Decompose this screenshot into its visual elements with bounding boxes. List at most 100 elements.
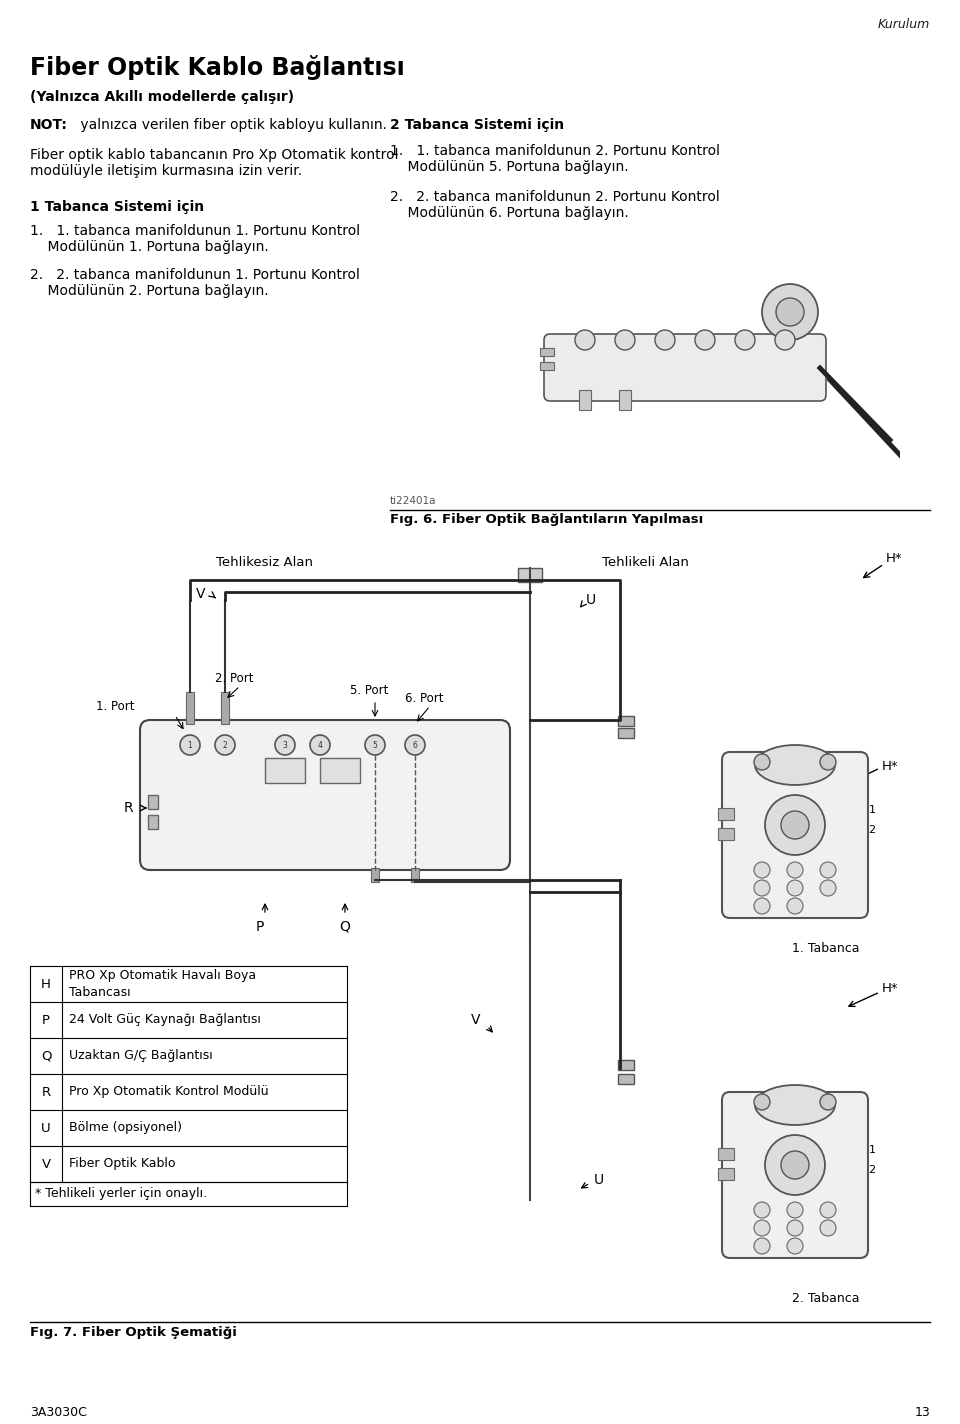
- Text: Q: Q: [340, 920, 350, 934]
- Bar: [320, 758, 360, 783]
- Text: 2.   2. tabanca manifoldunun 2. Portunu Kontrol: 2. 2. tabanca manifoldunun 2. Portunu Ko…: [390, 189, 720, 204]
- Text: 3A3030C: 3A3030C: [30, 1405, 86, 1418]
- Circle shape: [754, 1094, 770, 1109]
- Text: 1: 1: [187, 740, 192, 749]
- Text: Modülünün 2. Portuna bağlayın.: Modülünün 2. Portuna bağlayın.: [30, 283, 269, 298]
- Bar: [718, 1168, 734, 1180]
- Circle shape: [787, 1220, 803, 1236]
- Text: 1.   1. tabanca manifoldunun 1. Portunu Kontrol: 1. 1. tabanca manifoldunun 1. Portunu Ko…: [30, 224, 360, 238]
- Text: Modülünün 5. Portuna bağlayın.: Modülünün 5. Portuna bağlayın.: [390, 159, 629, 174]
- Circle shape: [776, 298, 804, 326]
- Text: 2: 2: [869, 1165, 876, 1175]
- Text: Tehlikeli Alan: Tehlikeli Alan: [602, 555, 688, 570]
- Circle shape: [765, 795, 825, 854]
- Bar: [540, 347, 554, 356]
- Text: 1: 1: [869, 805, 876, 815]
- Text: 4: 4: [318, 740, 323, 749]
- Text: U: U: [594, 1173, 604, 1188]
- Text: H*: H*: [882, 760, 899, 773]
- Text: R: R: [124, 800, 133, 815]
- Text: U: U: [586, 592, 596, 607]
- Bar: [221, 692, 229, 723]
- Bar: [518, 568, 542, 582]
- Text: 1: 1: [869, 1145, 876, 1155]
- Text: 2.   2. tabanca manifoldunun 1. Portunu Kontrol: 2. 2. tabanca manifoldunun 1. Portunu Ko…: [30, 268, 360, 282]
- Text: 1. Port: 1. Port: [97, 701, 135, 713]
- Bar: [718, 807, 734, 820]
- FancyBboxPatch shape: [140, 721, 510, 870]
- Circle shape: [275, 735, 295, 755]
- Circle shape: [615, 330, 635, 350]
- Text: 24 Volt Güç Kaynağı Bağlantısı: 24 Volt Güç Kaynağı Bağlantısı: [69, 1014, 261, 1027]
- Circle shape: [775, 330, 795, 350]
- Text: V: V: [41, 1158, 51, 1171]
- Circle shape: [820, 1094, 836, 1109]
- Text: R: R: [41, 1085, 51, 1098]
- Circle shape: [405, 735, 425, 755]
- Circle shape: [754, 1220, 770, 1236]
- Bar: [265, 758, 305, 783]
- Circle shape: [787, 862, 803, 879]
- Circle shape: [762, 283, 818, 340]
- Text: Fiber Optik Kablo: Fiber Optik Kablo: [69, 1158, 176, 1171]
- Text: (Yalnızca Akıllı modellerde çalışır): (Yalnızca Akıllı modellerde çalışır): [30, 90, 294, 104]
- Text: 6. Port: 6. Port: [405, 692, 444, 705]
- Text: Bölme (opsiyonel): Bölme (opsiyonel): [69, 1122, 182, 1135]
- Bar: [411, 869, 419, 881]
- Text: Fiber Optik Kablo Bağlantısı: Fiber Optik Kablo Bağlantısı: [30, 56, 405, 80]
- FancyBboxPatch shape: [722, 1092, 868, 1257]
- Text: PRO Xp Otomatik Havalı Boya
Tabancası: PRO Xp Otomatik Havalı Boya Tabancası: [69, 970, 256, 998]
- Circle shape: [754, 753, 770, 770]
- Circle shape: [787, 1237, 803, 1255]
- Bar: [618, 728, 634, 738]
- Text: 2: 2: [869, 824, 876, 834]
- Circle shape: [215, 735, 235, 755]
- FancyBboxPatch shape: [544, 335, 826, 402]
- Text: 2 Tabanca Sistemi için: 2 Tabanca Sistemi için: [390, 118, 564, 132]
- Bar: [579, 390, 591, 410]
- Ellipse shape: [755, 1085, 835, 1125]
- Text: 5: 5: [372, 740, 377, 749]
- Text: * Tehlikeli yerler için onaylı.: * Tehlikeli yerler için onaylı.: [35, 1188, 207, 1200]
- Text: U: U: [41, 1122, 51, 1135]
- Circle shape: [781, 1151, 809, 1179]
- Circle shape: [695, 330, 715, 350]
- Text: Pro Xp Otomatik Kontrol Modülü: Pro Xp Otomatik Kontrol Modülü: [69, 1085, 269, 1098]
- Circle shape: [754, 862, 770, 879]
- Text: Fıg. 7. Fiber Optik Şematiği: Fıg. 7. Fiber Optik Şematiği: [30, 1326, 237, 1339]
- Text: yalnızca verilen fiber optik kabloyu kullanın.: yalnızca verilen fiber optik kabloyu kul…: [76, 118, 387, 132]
- Circle shape: [365, 735, 385, 755]
- Bar: [618, 1074, 634, 1084]
- Text: Modülünün 6. Portuna bağlayın.: Modülünün 6. Portuna bağlayın.: [390, 206, 629, 219]
- Text: Fıg. 6. Fiber Optik Bağlantıların Yapılması: Fıg. 6. Fiber Optik Bağlantıların Yapılm…: [390, 513, 704, 525]
- Text: Q: Q: [40, 1049, 51, 1062]
- Bar: [619, 390, 631, 410]
- Circle shape: [754, 880, 770, 896]
- Circle shape: [754, 1237, 770, 1255]
- Text: Fiber optik kablo tabancanın Pro Xp Otomatik kontrol: Fiber optik kablo tabancanın Pro Xp Otom…: [30, 148, 398, 162]
- Bar: [718, 1148, 734, 1161]
- Circle shape: [754, 899, 770, 914]
- Bar: [148, 795, 158, 809]
- Text: 1. Tabanca: 1. Tabanca: [792, 943, 859, 956]
- Circle shape: [655, 330, 675, 350]
- Circle shape: [787, 880, 803, 896]
- FancyBboxPatch shape: [722, 752, 868, 918]
- Circle shape: [781, 812, 809, 839]
- Bar: [718, 827, 734, 840]
- Ellipse shape: [755, 745, 835, 785]
- Text: H*: H*: [882, 983, 899, 995]
- Bar: [618, 1059, 634, 1069]
- Text: Kurulum: Kurulum: [877, 19, 930, 31]
- Text: NOT:: NOT:: [30, 118, 68, 132]
- Text: V: V: [470, 1012, 480, 1027]
- Text: 1.   1. tabanca manifoldunun 2. Portunu Kontrol: 1. 1. tabanca manifoldunun 2. Portunu Ko…: [390, 144, 720, 158]
- Text: P: P: [42, 1014, 50, 1027]
- Text: 6: 6: [413, 740, 418, 749]
- Circle shape: [180, 735, 200, 755]
- Text: P: P: [255, 920, 264, 934]
- Text: 2: 2: [223, 740, 228, 749]
- Bar: [540, 362, 554, 370]
- Circle shape: [787, 1202, 803, 1218]
- Text: 2. Port: 2. Port: [215, 672, 253, 685]
